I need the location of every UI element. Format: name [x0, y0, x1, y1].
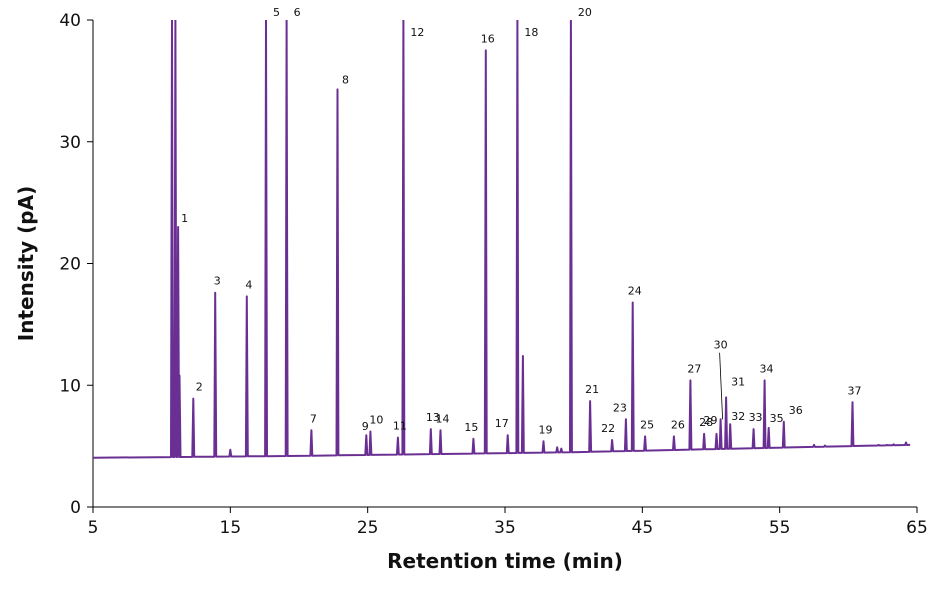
trace-group — [93, 20, 911, 459]
peak-label: 8 — [342, 73, 349, 86]
peak-label: 25 — [640, 418, 654, 431]
peak-label: 3 — [214, 275, 221, 288]
peak-label: 2 — [196, 381, 203, 394]
y-tick-label: 0 — [70, 498, 81, 518]
x-axis-ticks: 5 15 25 35 45 55 65 — [88, 507, 928, 538]
leader-line — [719, 352, 724, 420]
y-tick-label: 30 — [59, 133, 81, 153]
chromatogram-trace — [93, 20, 911, 459]
x-tick-label: 35 — [494, 518, 516, 538]
peak-label: 13 — [426, 411, 440, 424]
peak-label: 21 — [585, 383, 599, 396]
peak-label: 12 — [410, 26, 424, 39]
peak-label: 4 — [245, 278, 252, 291]
peak-label: 36 — [789, 404, 803, 417]
y-tick-label: 10 — [59, 376, 81, 396]
peak-label: 9 — [362, 420, 369, 433]
peak-label: 28 — [699, 416, 713, 429]
y-tick-label: 20 — [59, 255, 81, 275]
x-tick-label: 5 — [88, 518, 99, 538]
peak-label: 30 — [714, 339, 728, 352]
x-axis-title: Retention time (min) — [387, 549, 623, 573]
peak-label: 32 — [731, 410, 745, 423]
peak-label: 5 — [273, 6, 280, 19]
peak-label: 22 — [601, 422, 615, 435]
peak-label: 16 — [481, 32, 495, 45]
x-tick-label: 15 — [220, 518, 242, 538]
axes: 5 15 25 35 45 55 65 0 10 20 30 40 — [59, 11, 927, 538]
x-tick-label: 25 — [357, 518, 379, 538]
peak-label: 19 — [538, 423, 552, 436]
peak-label: 34 — [760, 362, 774, 375]
peak-label: 11 — [393, 420, 407, 433]
y-axis-ticks: 0 10 20 30 40 — [59, 11, 93, 518]
peak-label: 20 — [578, 6, 592, 19]
x-tick-label: 65 — [906, 518, 928, 538]
peak-label: 24 — [628, 284, 642, 297]
x-tick-label: 55 — [769, 518, 791, 538]
peak-label: 15 — [464, 421, 478, 434]
peak-label: 7 — [310, 412, 317, 425]
peak-label: 33 — [749, 411, 763, 424]
peak-label: 18 — [524, 26, 538, 39]
x-tick-label: 45 — [632, 518, 654, 538]
peak-label: 6 — [294, 6, 301, 19]
peak-label: 37 — [847, 384, 861, 397]
peak-label: 10 — [369, 414, 383, 427]
y-axis-title: Intensity (pA) — [14, 186, 38, 341]
peak-label: 29 — [703, 414, 717, 427]
peak-label: 14 — [435, 412, 449, 425]
peak-label: 31 — [731, 375, 745, 388]
peak-label: 17 — [495, 417, 509, 430]
peak-label: 27 — [687, 362, 701, 375]
peak-label: 23 — [613, 401, 627, 414]
peak-label: 1 — [181, 212, 188, 225]
y-tick-label: 40 — [59, 11, 81, 31]
peak-label: 35 — [770, 412, 784, 425]
peak-label: 26 — [671, 418, 685, 431]
